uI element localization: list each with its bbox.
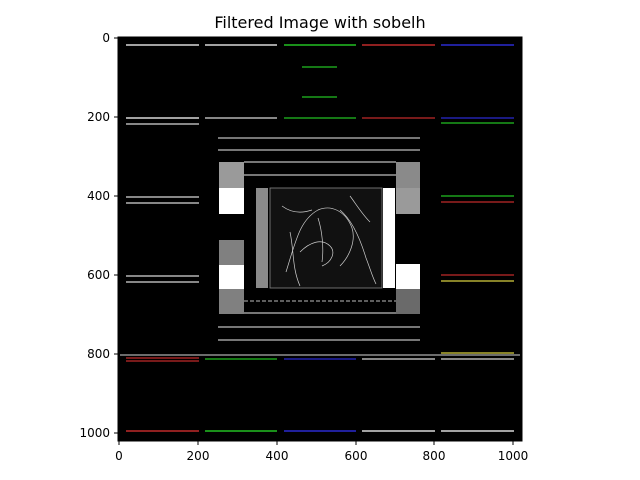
gray-patch (396, 188, 420, 214)
gray-patch (219, 162, 244, 188)
x-tick-label: 0 (115, 449, 123, 463)
gray-patch (396, 162, 420, 188)
white-patch (219, 265, 244, 289)
y-axis: 0 200 400 600 800 1000 (79, 31, 118, 440)
x-tick-label: 1000 (498, 449, 529, 463)
gray-patch (219, 240, 244, 265)
line-strip-200 (126, 117, 514, 125)
white-patch (383, 188, 395, 288)
y-tick-label: 0 (102, 31, 110, 45)
x-axis: 0 200 400 600 800 1000 (115, 441, 528, 463)
image-panel (117, 36, 523, 442)
x-tick-label: 400 (266, 449, 289, 463)
y-tick-label: 800 (87, 347, 110, 361)
y-tick-label: 1000 (79, 426, 110, 440)
y-tick-label: 600 (87, 268, 110, 282)
line-strip-800 (120, 352, 520, 362)
gray-patch (396, 289, 420, 314)
x-tick-label: 600 (345, 449, 368, 463)
center-frame (218, 137, 420, 341)
x-tick-label: 800 (423, 449, 446, 463)
striped-bar (256, 188, 268, 288)
line-strip-middle (126, 195, 514, 283)
line-strip-top (126, 44, 514, 98)
figure-title: Filtered Image with sobelh (214, 13, 425, 32)
gray-patch (219, 289, 244, 314)
edge-image (269, 187, 383, 289)
y-tick-label: 400 (87, 189, 110, 203)
white-patch (219, 188, 244, 214)
x-tick-label: 200 (187, 449, 210, 463)
edge-strokes (281, 195, 377, 287)
axes-frame (117, 36, 523, 442)
y-tick-label: 200 (87, 110, 110, 124)
white-patch (396, 264, 420, 289)
